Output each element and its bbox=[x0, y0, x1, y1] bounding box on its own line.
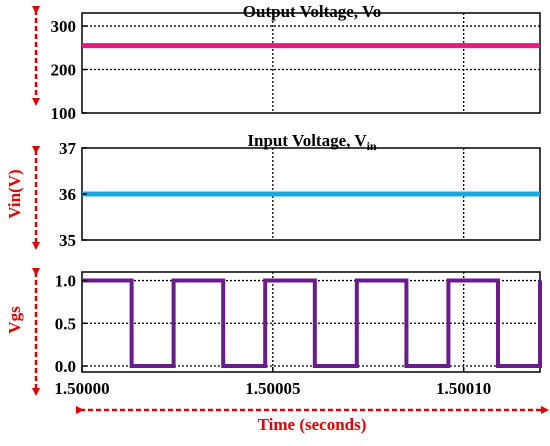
gate-signal-panel: 0.0 0.5 1.0 Vgs bbox=[5, 271, 542, 376]
plot-frame bbox=[81, 12, 541, 114]
title-main: Input Voltage, V bbox=[247, 131, 367, 150]
x-tick-label: 1.50010 bbox=[436, 379, 491, 398]
y-tick-label: 37 bbox=[59, 139, 77, 158]
y-ticks: 35 36 37 bbox=[59, 139, 87, 250]
y-tick-label: 0.0 bbox=[55, 357, 76, 376]
x-ticks: 1.50000 1.50005 1.50010 bbox=[54, 367, 491, 398]
y-ticks: 0.0 0.5 1.0 bbox=[55, 272, 87, 376]
gate-signal-line bbox=[82, 278, 542, 369]
y-tick-label: 36 bbox=[59, 185, 76, 204]
y-tick-label: 1.0 bbox=[55, 272, 76, 291]
y-tick-label: 35 bbox=[59, 231, 76, 250]
output-voltage-panel: 100 200 300 Output Voltage, Vo bbox=[51, 2, 541, 123]
y-tick-label: 100 bbox=[51, 104, 77, 123]
x-tick-label: 1.50000 bbox=[54, 379, 109, 398]
y-axis-label: Vgs bbox=[5, 306, 24, 334]
y-ticks: 100 200 300 bbox=[51, 17, 87, 123]
x-axis-label: Time (seconds) bbox=[258, 415, 367, 434]
y-axis-label: Vin(V) bbox=[5, 169, 24, 218]
chart-title: Output Voltage, Vo bbox=[243, 2, 381, 21]
y-tick-label: 300 bbox=[51, 17, 77, 36]
y-tick-label: 200 bbox=[51, 61, 77, 80]
axis-arrows bbox=[32, 6, 549, 414]
plot-frame bbox=[81, 271, 541, 373]
x-tick-label: 1.50005 bbox=[245, 379, 300, 398]
input-voltage-panel: 35 36 37 Input Voltage, Vin Vin(V) bbox=[5, 131, 541, 250]
y-tick-label: 0.5 bbox=[55, 314, 76, 333]
series-lines bbox=[82, 278, 542, 369]
title-subscript: in bbox=[367, 139, 377, 153]
grid-lines bbox=[82, 13, 540, 113]
grid-lines bbox=[82, 272, 540, 372]
chart-title: Input Voltage, Vin bbox=[247, 131, 377, 153]
